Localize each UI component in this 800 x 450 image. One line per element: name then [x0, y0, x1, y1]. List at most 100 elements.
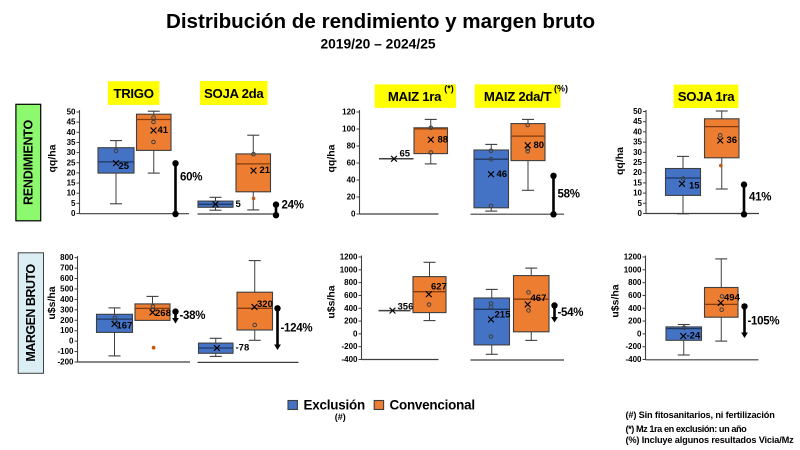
svg-text:41: 41	[158, 125, 169, 136]
svg-text:20: 20	[633, 168, 642, 177]
svg-text:400: 400	[344, 304, 358, 313]
svg-text:SOJA 2da: SOJA 2da	[204, 86, 264, 101]
svg-text:400: 400	[60, 295, 74, 304]
svg-text:1200: 1200	[624, 253, 642, 262]
svg-text:-24: -24	[687, 331, 701, 342]
svg-text:40: 40	[67, 128, 76, 137]
svg-text:MAIZ 2da/T: MAIZ 2da/T	[484, 89, 552, 104]
svg-text:qq/ha: qq/ha	[614, 147, 626, 175]
svg-text:356: 356	[398, 301, 414, 312]
svg-text:-400: -400	[341, 355, 358, 364]
svg-text:60%: 60%	[180, 172, 202, 184]
svg-text:(*): (*)	[444, 84, 454, 94]
svg-text:800: 800	[628, 278, 642, 287]
svg-text:-200: -200	[57, 358, 74, 367]
svg-text:10: 10	[67, 189, 76, 198]
svg-text:20: 20	[347, 193, 356, 202]
svg-text:15: 15	[633, 178, 642, 187]
svg-text:Distribución de rendimiento y: Distribución de rendimiento y margen bru…	[166, 10, 595, 33]
svg-text:35: 35	[633, 138, 642, 147]
svg-text:200: 200	[60, 316, 74, 325]
svg-text:15: 15	[689, 181, 700, 192]
svg-text:-38%: -38%	[180, 310, 206, 322]
svg-text:u$s/ha: u$s/ha	[610, 284, 622, 317]
svg-text:65: 65	[400, 148, 411, 159]
svg-text:(%): (%)	[554, 84, 568, 94]
svg-text:-78: -78	[236, 343, 250, 354]
svg-text:58%: 58%	[558, 189, 580, 201]
svg-text:RENDIMIENTO: RENDIMIENTO	[22, 119, 36, 205]
svg-text:1000: 1000	[340, 265, 358, 274]
svg-text:88: 88	[438, 135, 449, 146]
svg-text:24%: 24%	[282, 200, 304, 212]
svg-text:25: 25	[119, 161, 130, 172]
svg-text:5: 5	[638, 199, 643, 208]
svg-text:80: 80	[347, 142, 356, 151]
svg-text:-124%: -124%	[281, 323, 313, 335]
svg-text:21: 21	[260, 165, 271, 176]
svg-text:46: 46	[497, 169, 508, 180]
svg-text:100: 100	[60, 326, 74, 335]
svg-text:Convencional: Convencional	[390, 398, 475, 413]
svg-text:-54%: -54%	[558, 307, 584, 319]
svg-text:SOJA 1ra: SOJA 1ra	[678, 89, 735, 104]
svg-text:qq/ha: qq/ha	[326, 144, 338, 172]
svg-text:50: 50	[67, 108, 76, 117]
svg-text:100: 100	[342, 125, 356, 134]
svg-text:qq/ha: qq/ha	[47, 144, 59, 172]
svg-text:36: 36	[727, 135, 738, 146]
svg-text:0: 0	[71, 209, 76, 218]
svg-text:627: 627	[431, 281, 447, 292]
svg-text:700: 700	[60, 264, 74, 273]
svg-text:30: 30	[633, 148, 642, 157]
svg-text:467: 467	[531, 293, 547, 304]
svg-text:500: 500	[60, 284, 74, 293]
svg-text:-100: -100	[57, 347, 74, 356]
svg-text:400: 400	[628, 304, 642, 313]
svg-text:(%) Incluye algunos resultados: (%) Incluye algunos resultados Vicia/Mz	[626, 435, 795, 445]
svg-text:40: 40	[633, 127, 642, 136]
svg-text:u$s/ha: u$s/ha	[326, 285, 338, 318]
svg-text:800: 800	[344, 278, 358, 287]
svg-text:800: 800	[60, 253, 74, 262]
svg-text:-400: -400	[625, 355, 642, 364]
svg-text:0: 0	[69, 337, 74, 346]
svg-text:60: 60	[347, 159, 356, 168]
svg-text:45: 45	[67, 118, 76, 127]
svg-text:10: 10	[633, 189, 642, 198]
svg-text:600: 600	[344, 291, 358, 300]
svg-text:20: 20	[67, 168, 76, 177]
svg-text:0: 0	[353, 329, 358, 338]
svg-text:TRIGO: TRIGO	[113, 86, 153, 101]
svg-text:300: 300	[60, 305, 74, 314]
svg-text:30: 30	[67, 148, 76, 157]
svg-text:(*) Mz 1ra en exclusión: un añ: (*) Mz 1ra en exclusión: un año	[626, 424, 748, 434]
svg-text:1200: 1200	[340, 253, 358, 262]
svg-text:5: 5	[236, 199, 242, 210]
svg-text:50: 50	[633, 107, 642, 116]
svg-text:0: 0	[637, 329, 642, 338]
svg-text:25: 25	[633, 158, 642, 167]
svg-text:200: 200	[628, 317, 642, 326]
svg-text:215: 215	[495, 310, 512, 321]
svg-text:35: 35	[67, 138, 76, 147]
svg-text:-200: -200	[625, 342, 642, 351]
svg-text:Exclusión: Exclusión	[304, 398, 365, 413]
svg-text:25: 25	[67, 158, 76, 167]
svg-text:(#): (#)	[335, 412, 346, 422]
svg-text:494: 494	[724, 292, 741, 303]
svg-text:320: 320	[257, 299, 273, 310]
svg-text:MAIZ 1ra: MAIZ 1ra	[388, 89, 442, 104]
svg-text:5: 5	[71, 199, 76, 208]
svg-text:-200: -200	[341, 342, 358, 351]
svg-text:45: 45	[633, 117, 642, 126]
svg-text:MARGEN BRUTO: MARGEN BRUTO	[24, 264, 38, 362]
svg-text:268: 268	[155, 308, 171, 319]
svg-text:40: 40	[347, 176, 356, 185]
svg-text:600: 600	[60, 274, 74, 283]
svg-text:41%: 41%	[749, 192, 771, 204]
svg-text:(#) Sin fitosanitarios, ni fer: (#) Sin fitosanitarios, ni fertilización	[626, 410, 776, 420]
svg-text:1000: 1000	[624, 265, 642, 274]
svg-text:2019/20 – 2024/25: 2019/20 – 2024/25	[320, 37, 435, 52]
svg-text:600: 600	[628, 291, 642, 300]
